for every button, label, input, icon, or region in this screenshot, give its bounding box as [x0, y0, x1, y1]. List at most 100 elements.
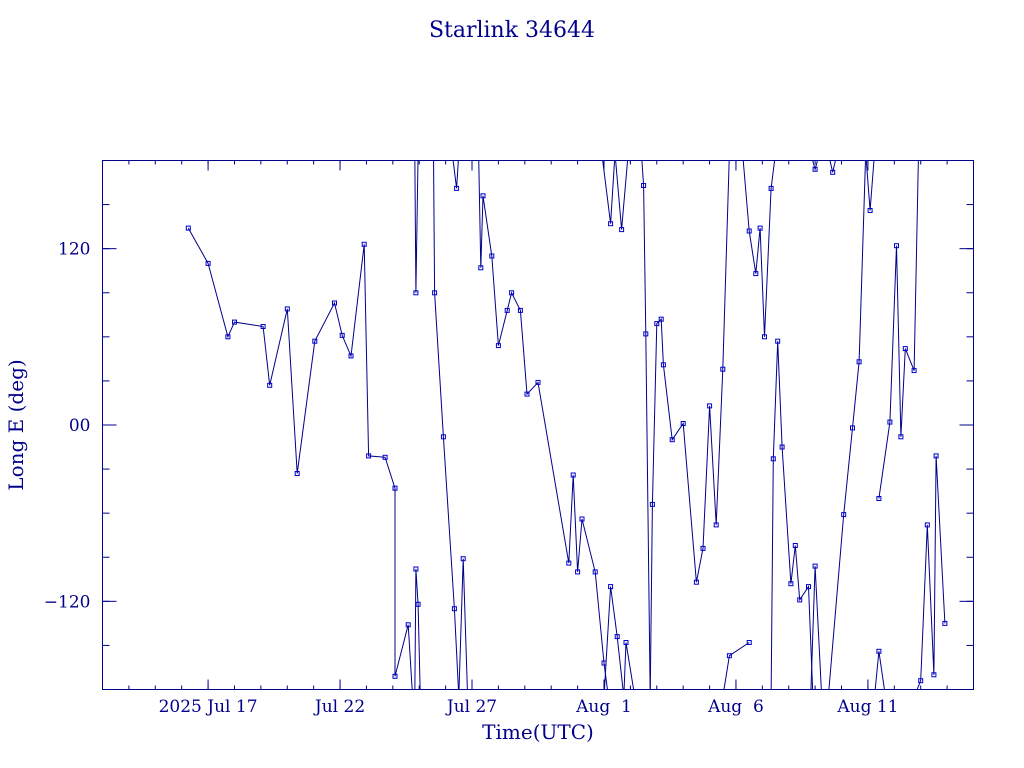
data-point	[902, 346, 908, 352]
data-point	[649, 501, 655, 507]
data-point	[460, 556, 466, 562]
data-point	[753, 271, 759, 277]
data-point	[260, 324, 266, 329]
data-point	[566, 560, 572, 566]
y-tick-label: −120	[44, 592, 91, 612]
data-point	[392, 485, 398, 491]
data-point	[332, 300, 337, 306]
data-point	[812, 166, 818, 172]
data-point	[746, 640, 752, 645]
data-point	[478, 265, 484, 271]
series-line	[602, 160, 616, 224]
data-point	[504, 307, 510, 313]
data-point	[770, 456, 776, 462]
data-point	[924, 522, 930, 528]
x-tick-label: Aug 1	[575, 697, 632, 717]
data-point	[608, 221, 614, 227]
data-point	[413, 566, 419, 572]
series-line	[433, 160, 459, 690]
x-tick-label: Jul 22	[313, 697, 365, 717]
plot-area	[185, 160, 948, 690]
data-point	[643, 331, 649, 337]
series-line	[865, 160, 875, 211]
data-point	[185, 225, 191, 231]
data-point	[451, 606, 457, 612]
data-point	[405, 622, 411, 628]
series-line	[478, 160, 608, 690]
data-point	[489, 253, 495, 259]
data-point	[619, 227, 625, 233]
data-point	[361, 241, 367, 247]
data-point	[713, 522, 719, 528]
plot-frame	[102, 160, 974, 690]
series-line	[187, 227, 413, 690]
data-point	[768, 185, 774, 191]
data-point	[720, 366, 726, 372]
data-point	[792, 543, 798, 548]
data-point	[232, 319, 237, 325]
series-line	[615, 160, 629, 230]
data-point	[366, 453, 372, 459]
data-point	[806, 584, 811, 590]
series-line	[414, 160, 419, 293]
data-point	[931, 672, 937, 678]
data-point	[693, 579, 699, 585]
series-line	[770, 341, 814, 690]
data-point	[294, 471, 300, 476]
series-line	[829, 160, 836, 173]
y-tick-label: 120	[58, 240, 90, 260]
data-point	[440, 434, 446, 440]
series-line	[878, 160, 919, 499]
data-point	[454, 185, 460, 191]
x-tick-label: Aug 11	[836, 697, 898, 717]
data-point	[841, 512, 847, 518]
data-point	[535, 379, 541, 385]
data-point	[413, 290, 419, 296]
data-point	[830, 169, 836, 175]
data-point	[887, 419, 893, 425]
data-point	[415, 601, 421, 607]
data-point	[658, 316, 664, 322]
data-point	[432, 290, 438, 296]
series-line	[723, 642, 750, 690]
data-point	[700, 545, 706, 551]
data-point	[911, 368, 917, 374]
data-point	[788, 581, 794, 587]
data-point	[641, 183, 647, 188]
series-line	[742, 160, 776, 337]
y-tick-label: 00	[69, 416, 91, 436]
data-point	[284, 306, 290, 312]
data-point	[707, 403, 713, 409]
series-line	[828, 160, 866, 690]
series-line	[810, 566, 822, 690]
series-line	[641, 160, 651, 690]
data-point	[918, 678, 924, 684]
data-point	[339, 332, 345, 338]
series-line	[452, 160, 459, 189]
data-point	[775, 338, 781, 344]
data-point	[205, 260, 211, 266]
data-point	[348, 353, 354, 359]
x-tick-label: Aug 6	[707, 697, 764, 717]
data-point	[592, 569, 598, 575]
data-point	[623, 640, 629, 645]
x-axis-label: Time(UTC)	[482, 720, 594, 744]
data-point	[608, 584, 614, 590]
data-point	[480, 193, 486, 199]
data-point	[797, 597, 803, 603]
series-line	[649, 160, 730, 690]
data-point	[669, 437, 675, 443]
series-line	[603, 586, 624, 690]
data-point	[225, 334, 231, 340]
data-point	[312, 338, 318, 344]
data-point	[517, 307, 523, 313]
chart-title: Starlink 34644	[429, 18, 595, 43]
data-point	[867, 208, 873, 213]
data-point	[933, 453, 939, 459]
data-point	[779, 444, 785, 450]
data-point	[575, 569, 581, 575]
data-point	[495, 343, 501, 349]
data-point	[267, 382, 273, 388]
series-line	[414, 568, 421, 690]
